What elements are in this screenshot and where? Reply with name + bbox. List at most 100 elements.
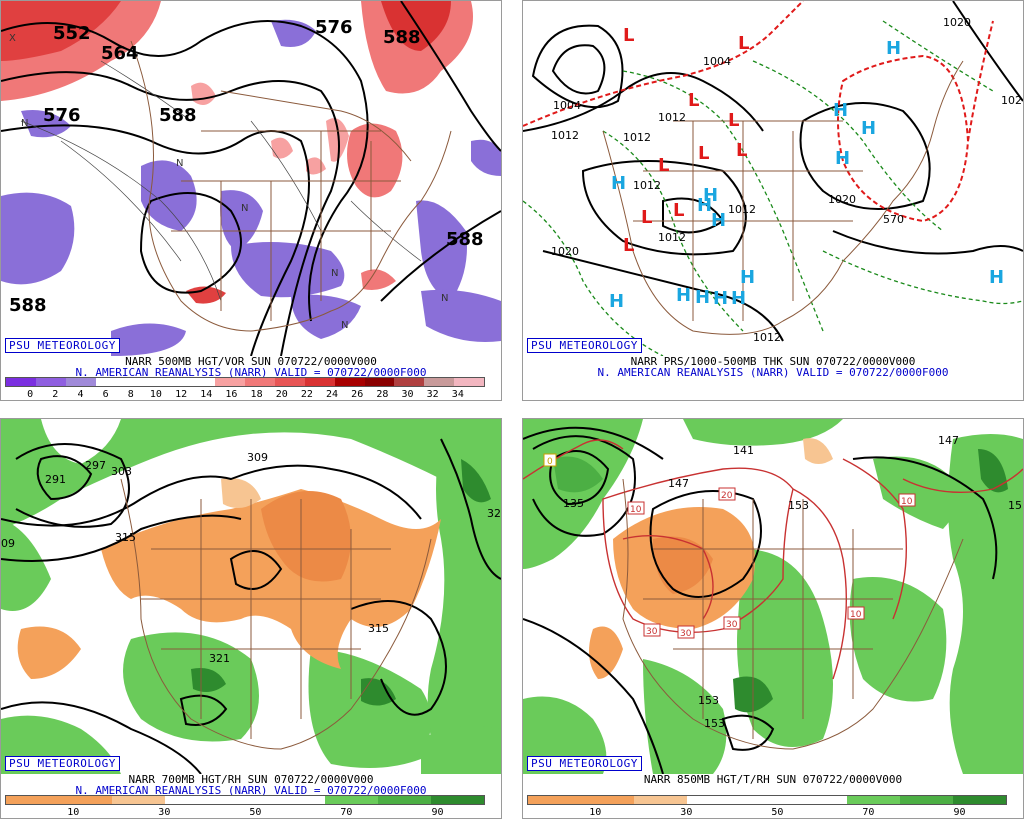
- colorbar-tick-label: 30: [158, 807, 171, 818]
- psu-meteorology-badge: PSU METEOROLOGY: [527, 756, 642, 771]
- colorbar-tick-label: 26: [351, 389, 364, 400]
- psu-meteorology-badge: PSU METEOROLOGY: [5, 338, 120, 353]
- panel-pressure-thickness: 1004 1004 1012 1012 1012 1012 1012 1020 …: [522, 0, 1024, 401]
- svg-text:588: 588: [446, 229, 484, 250]
- panel-subtitle: N. AMERICAN REANALYSIS (NARR) VALID = 07…: [75, 784, 427, 797]
- svg-text:147: 147: [668, 477, 689, 490]
- svg-text:0: 0: [547, 457, 553, 467]
- colorbar-tick-label: 12: [175, 389, 188, 400]
- svg-text:L: L: [658, 155, 669, 176]
- colorbar-swatch: [394, 378, 425, 386]
- colorbar-swatch: [245, 378, 275, 386]
- svg-text:1012: 1012: [728, 203, 756, 216]
- panel-500mb-hgt-vor: 552 564 576 588 576 588 588 588 N N N N …: [0, 0, 502, 401]
- svg-text:H: H: [835, 148, 850, 169]
- colorbar-swatch: [271, 796, 325, 804]
- colorbar-swatch: [35, 378, 66, 386]
- svg-text:141: 141: [733, 444, 754, 457]
- colorbar-tick-label: 18: [250, 389, 263, 400]
- colorbar-swatch: [430, 796, 484, 804]
- colorbar-tick-label: 34: [451, 389, 464, 400]
- svg-text:H: H: [740, 267, 755, 288]
- svg-text:1012: 1012: [658, 111, 686, 124]
- svg-text:15: 15: [1008, 499, 1022, 512]
- panel-title: NARR 500MB HGT/VOR SUN 070722/0000V000: [125, 355, 377, 368]
- colorbar-swatch: [377, 796, 431, 804]
- colorbar-swatch: [65, 378, 96, 386]
- panel-subtitle: N. AMERICAN REANALYSIS (NARR) VALID = 07…: [597, 366, 949, 379]
- colorbar-swatch: [6, 378, 36, 386]
- svg-text:570: 570: [883, 213, 904, 226]
- svg-text:291: 291: [45, 473, 66, 486]
- svg-text:L: L: [728, 110, 739, 131]
- colorbar-swatch: [274, 378, 305, 386]
- svg-text:N: N: [241, 203, 248, 214]
- colorbar-swatch: [112, 796, 166, 804]
- colorbar-tick-label: 0: [27, 389, 34, 400]
- svg-text:N: N: [21, 118, 28, 129]
- svg-text:588: 588: [383, 27, 421, 48]
- colorbar-swatch: [687, 796, 741, 804]
- svg-text:H: H: [676, 285, 691, 306]
- colorbar-tick-label: 14: [200, 389, 213, 400]
- colorbar: [5, 795, 485, 805]
- colorbar-tick-label: 10: [149, 389, 162, 400]
- colorbar-swatch: [304, 378, 335, 386]
- svg-text:L: L: [673, 200, 684, 221]
- svg-text:H: H: [886, 38, 901, 59]
- svg-text:147: 147: [938, 434, 959, 447]
- svg-text:564: 564: [101, 43, 139, 64]
- svg-text:H: H: [609, 291, 624, 312]
- svg-text:135: 135: [563, 497, 584, 510]
- colorbar-tick-label: 90: [431, 807, 444, 818]
- svg-text:H: H: [711, 210, 726, 231]
- svg-text:H: H: [861, 118, 876, 139]
- colorbar-swatch: [334, 378, 365, 386]
- colorbar-tick-label: 30: [401, 389, 414, 400]
- svg-text:576: 576: [43, 105, 81, 126]
- svg-text:1012: 1012: [623, 131, 651, 144]
- colorbar-swatch: [740, 796, 794, 804]
- colorbar-tick-label: 6: [102, 389, 109, 400]
- svg-text:30: 30: [680, 629, 692, 639]
- svg-text:H: H: [833, 100, 848, 121]
- panel-title: NARR 700MB HGT/RH SUN 070722/0000V000: [128, 773, 374, 786]
- colorbar-swatch: [793, 796, 847, 804]
- panel-700mb-hgt-rh: 291 297 303 315 309 321 315 32 09 PSU ME…: [0, 418, 502, 819]
- colorbar-swatch: [185, 378, 216, 386]
- svg-text:1020: 1020: [943, 16, 971, 29]
- svg-text:N: N: [341, 320, 348, 331]
- rh850-map: 135 141 147 153 153 153 147 15 0 10 20 3…: [523, 419, 1023, 774]
- colorbar-swatch: [364, 378, 395, 386]
- svg-text:552: 552: [53, 23, 91, 44]
- svg-text:102: 102: [1001, 94, 1022, 107]
- svg-text:H: H: [703, 185, 718, 206]
- svg-text:N: N: [441, 293, 448, 304]
- colorbar-swatch: [125, 378, 156, 386]
- panel-title: NARR 850MB HGT/T/RH SUN 070722/0000V000: [643, 773, 903, 786]
- pressure-map: 1004 1004 1012 1012 1012 1012 1012 1020 …: [523, 1, 1023, 356]
- svg-text:1012: 1012: [551, 129, 579, 142]
- colorbar-tick-label: 50: [249, 807, 262, 818]
- colorbar-tick-label: 24: [326, 389, 339, 400]
- svg-text:153: 153: [698, 694, 719, 707]
- svg-text:L: L: [738, 33, 749, 54]
- colorbar-tick-label: 8: [127, 389, 134, 400]
- colorbar-swatch: [165, 796, 219, 804]
- colorbar-tick-label: 4: [77, 389, 84, 400]
- panel-850mb-hgt-t-rh: 135 141 147 153 153 153 147 15 0 10 20 3…: [522, 418, 1024, 819]
- svg-text:H: H: [697, 195, 712, 216]
- colorbar-swatch: [634, 796, 688, 804]
- svg-text:297: 297: [85, 459, 106, 472]
- svg-text:10: 10: [630, 505, 642, 515]
- colorbar-swatch: [324, 796, 378, 804]
- colorbar-tick-label: 2: [52, 389, 59, 400]
- svg-text:315: 315: [115, 531, 136, 544]
- colorbar-ticks: 10 30 50 70 90: [5, 807, 483, 818]
- colorbar-tick-label: 70: [862, 807, 875, 818]
- svg-text:H: H: [731, 288, 746, 309]
- svg-text:N: N: [176, 158, 183, 169]
- svg-text:153: 153: [704, 717, 725, 730]
- svg-text:L: L: [623, 25, 634, 46]
- svg-text:303: 303: [111, 465, 132, 478]
